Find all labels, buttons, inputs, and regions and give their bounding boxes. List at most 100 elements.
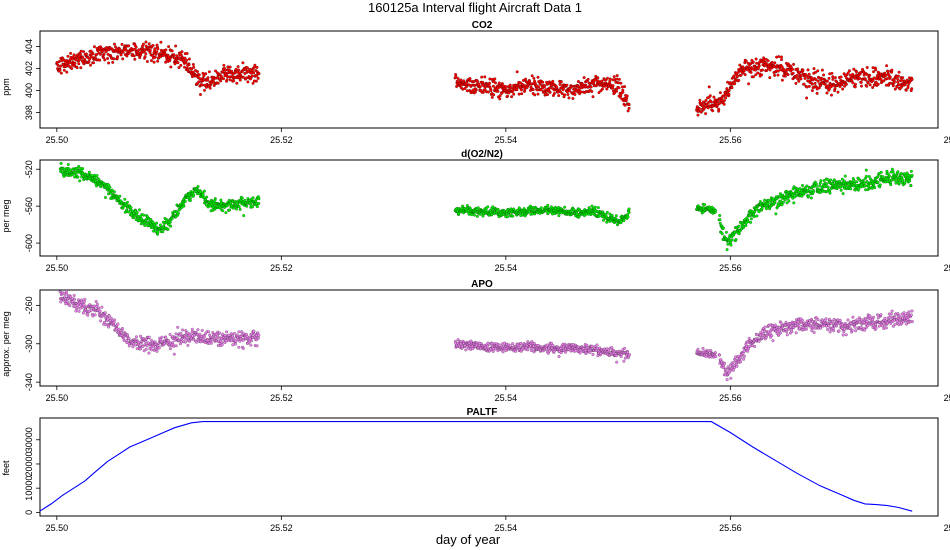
co2-point [106, 56, 110, 61]
o2n2-point [720, 232, 724, 236]
co2-point [871, 70, 876, 74]
o2n2-point [862, 181, 866, 185]
o2n2-point [800, 194, 804, 198]
co2-point [801, 68, 805, 73]
apo-point [183, 340, 187, 344]
co2-point [72, 53, 76, 57]
co2-point [195, 70, 200, 74]
o2n2-point [93, 176, 97, 180]
o2n2-point [112, 190, 116, 194]
apo-point [696, 347, 700, 351]
co2-point [743, 73, 747, 77]
o2n2-point [763, 198, 767, 202]
o2n2-point [809, 189, 813, 193]
apo-point [546, 351, 550, 355]
co2-point [81, 50, 86, 54]
o2n2-point [168, 220, 172, 224]
apo-point [784, 330, 789, 334]
co2-point [818, 84, 823, 88]
co2-point [906, 84, 910, 88]
co2-point [885, 77, 889, 81]
apo-point [184, 329, 188, 333]
o2n2-point [255, 205, 259, 209]
co2-point [765, 68, 769, 73]
co2-point [187, 57, 191, 61]
co2-point [625, 94, 629, 98]
co2-point [827, 76, 831, 80]
co2-point [476, 80, 480, 84]
co2-point [853, 76, 857, 80]
co2-point [836, 90, 840, 94]
co2-point [600, 87, 604, 91]
co2-point [859, 84, 864, 88]
o2n2-point [196, 184, 200, 189]
apo-point [731, 360, 735, 365]
co2-point [835, 80, 839, 84]
o2n2-point [123, 197, 127, 201]
apo-series [58, 290, 914, 382]
apo-point [233, 342, 238, 346]
apo-point [859, 325, 863, 329]
x-tick-label: 25.52 [270, 523, 293, 533]
x-tick-label: 25.58 [944, 263, 950, 273]
co2-point [617, 77, 621, 81]
co2-point [59, 71, 63, 75]
y-tick-label: -340 [24, 373, 34, 391]
co2-point [200, 83, 204, 87]
co2-point [88, 57, 92, 61]
o2n2-point [59, 161, 63, 165]
co2-point [843, 84, 847, 88]
apo-point [491, 349, 495, 353]
co2-point [612, 75, 616, 79]
co2-point [795, 73, 799, 78]
co2-point [820, 68, 824, 72]
paltf-series [40, 421, 913, 512]
o2n2-point [218, 206, 222, 210]
co2-point [803, 76, 807, 81]
co2-point [111, 60, 115, 64]
co2-point [228, 65, 232, 69]
apo-point [157, 346, 161, 350]
o2n2-series [58, 161, 914, 252]
apo-point [179, 331, 183, 336]
co2-point [149, 59, 154, 63]
co2-point [901, 76, 905, 80]
o2n2-point [511, 214, 515, 218]
co2-point [600, 79, 604, 83]
apo-point [595, 343, 599, 347]
co2-point [871, 85, 875, 90]
apo-point [100, 305, 104, 309]
o2n2-point [724, 230, 728, 234]
apo-point [853, 325, 857, 329]
co2-point [250, 74, 254, 78]
apo-point [548, 349, 552, 353]
apo-point [174, 332, 178, 336]
apo-point [574, 349, 578, 353]
co2-point [206, 76, 210, 80]
apo-point [761, 331, 765, 336]
o2n2-point [103, 195, 108, 200]
o2n2-point [703, 203, 707, 207]
x-tick-label: 25.58 [944, 393, 950, 403]
o2n2-point [800, 183, 805, 188]
co2-point [724, 96, 728, 100]
o2n2-point [169, 224, 173, 228]
co2-point [155, 50, 159, 54]
apo-point [622, 359, 626, 363]
o2n2-point [213, 197, 217, 201]
co2-point [490, 95, 494, 99]
o2n2-point [597, 214, 601, 218]
apo-point [826, 327, 830, 332]
co2-point [98, 58, 102, 62]
o2n2-point [108, 185, 112, 189]
co2-point [510, 95, 514, 99]
o2n2-point [903, 181, 907, 185]
apo-point [790, 330, 794, 334]
o2n2-point [787, 199, 791, 203]
co2-point [757, 64, 761, 68]
co2-point [715, 103, 719, 108]
o2n2-point [205, 195, 209, 199]
panel-o2n2: d(O2/N2) per meg 25.5025.5225.5425.5625.… [1, 149, 950, 273]
co2-point [182, 65, 187, 69]
o2n2-point [890, 178, 894, 182]
